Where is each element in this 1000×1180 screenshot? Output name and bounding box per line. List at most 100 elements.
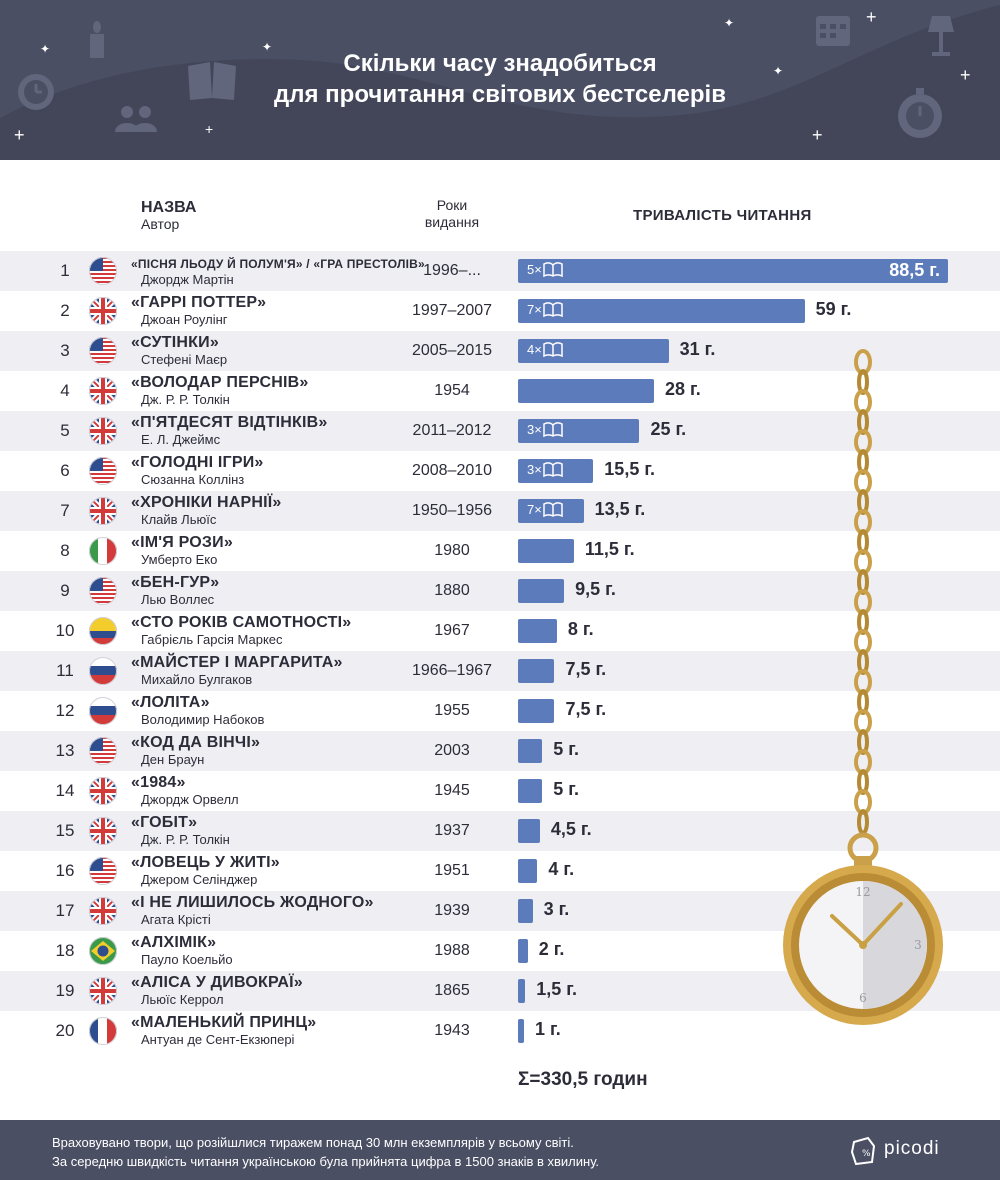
book-icon <box>542 422 563 437</box>
column-header-author: Автор <box>141 216 180 232</box>
duration-value: 2 г. <box>538 939 565 959</box>
rank-number: 5 <box>60 421 70 440</box>
book-title: «ВОЛОДАР ПЕРСНІВ» <box>131 374 309 391</box>
book-title: «1984» <box>131 774 186 791</box>
flag-uk-icon <box>89 417 117 445</box>
table-row: 9 «БЕН-ГУР» Лью Воллес 1880 9,5 г. <box>0 571 1000 611</box>
duration-bar <box>518 579 565 603</box>
watch-minute-hand <box>861 902 903 947</box>
publication-years: 1955 <box>434 702 470 719</box>
footer-note: Враховувано твори, що розійшлися тиражем… <box>52 1133 599 1171</box>
rank-number: 15 <box>55 821 75 840</box>
book-author: Джордж Мартін <box>141 272 234 287</box>
book-title: «СТО РОКІВ САМОТНОСТІ» <box>131 614 352 631</box>
title-line-1: Скільки часу знадобиться <box>343 50 657 77</box>
publication-years: 1943 <box>434 1022 470 1039</box>
duration-bar: 5× <box>518 259 948 283</box>
picodi-logo-text: picodi <box>884 1138 940 1159</box>
publication-years: 2003 <box>434 742 470 759</box>
duration-value: 8 г. <box>567 619 594 639</box>
rank-number: 19 <box>55 981 75 1000</box>
flag-us-icon <box>89 857 117 885</box>
duration-value: 1 г. <box>535 1019 561 1039</box>
book-author: Клайв Льюїс <box>141 512 217 527</box>
duration-bar <box>518 699 555 723</box>
sparkle-icon: + <box>205 121 214 137</box>
flag-uk-icon <box>89 817 117 845</box>
duration-value: 3 г. <box>543 899 570 919</box>
book-author: Михайло Булгаков <box>141 672 253 687</box>
book-author: Лью Воллес <box>141 592 215 607</box>
volume-count: 3× <box>527 422 563 437</box>
publication-years: 1880 <box>434 582 470 599</box>
duration-value: 31 г. <box>679 339 716 359</box>
rank-number: 7 <box>60 501 70 520</box>
picodi-logo-icon: % <box>850 1136 876 1166</box>
calendar-icon <box>816 16 850 46</box>
duration-bar <box>518 619 557 643</box>
volume-count: 7× <box>527 302 563 317</box>
publication-years: 1951 <box>434 862 470 879</box>
table-row: 3 «СУТІНКИ» Стефені Маєр 2005–2015 4× 31 г. <box>0 331 1000 371</box>
watch-numeral-6: 6 <box>859 991 867 1005</box>
rank-number: 13 <box>55 741 75 760</box>
rank-number: 18 <box>55 941 75 960</box>
rank-number: 16 <box>55 861 75 880</box>
book-title: «П'ЯТДЕСЯТ ВІДТІНКІВ» <box>131 414 328 431</box>
rank-number: 9 <box>60 581 70 600</box>
book-author: Джером Селінджер <box>141 872 258 887</box>
duration-bar: 3× <box>518 419 640 443</box>
book-author: Стефені Маєр <box>141 352 228 367</box>
duration-value: 13,5 г. <box>594 499 646 519</box>
sparkle-icon: + <box>14 125 25 145</box>
publication-years: 1996–... <box>423 262 481 279</box>
book-author: Умберто Еко <box>141 552 218 567</box>
volume-count-text: 5× <box>527 262 542 277</box>
sparkle-icon: ✦ <box>724 16 735 30</box>
duration-bar <box>518 739 543 763</box>
book-author: Володимир Набоков <box>141 712 265 727</box>
volume-count: 7× <box>527 502 563 517</box>
table-row: 2 «ГАРРІ ПОТТЕР» Джоан Роулінг 1997–2007 7× 5… <box>0 291 1000 331</box>
publication-years: 1997–2007 <box>411 302 493 319</box>
rank-number: 8 <box>60 541 70 560</box>
flag-uk-icon <box>89 897 117 925</box>
duration-bar <box>518 859 538 883</box>
rank-number: 1 <box>60 261 70 280</box>
book-title: «ІМ'Я РОЗИ» <box>131 534 233 551</box>
book-icon <box>542 302 563 317</box>
volume-count: 4× <box>527 342 563 357</box>
book-title: «АЛХІМІК» <box>131 934 217 951</box>
book-icon <box>542 262 563 277</box>
book-author: Е. Л. Джеймс <box>141 432 221 447</box>
book-title: «АЛІСА У ДИВОКРАЇ» <box>131 974 303 991</box>
duration-bar: 7× <box>518 299 805 323</box>
candle-icon <box>90 21 104 58</box>
book-author: Сюзанна Коллінз <box>141 472 245 487</box>
book-author: Агата Крісті <box>141 912 211 927</box>
column-header-duration: ТРИВАЛІСТЬ ЧИТАННЯ <box>633 207 812 224</box>
flag-us-icon <box>89 577 117 605</box>
footer-note-line-1: Враховувано твори, що розійшлися тиражем… <box>52 1135 574 1150</box>
watch-hour-hand <box>830 914 865 947</box>
rank-number: 11 <box>56 661 74 680</box>
table-row: 8 «ІМ'Я РОЗИ» Умберто Еко 1980 11,5 г. <box>0 531 1000 571</box>
book-title: «ГОЛОДНІ ІГРИ» <box>131 454 264 471</box>
volume-count-text: 7× <box>527 302 542 317</box>
publication-years: 1865 <box>434 982 470 999</box>
publication-years: 2011–2012 <box>412 422 492 439</box>
flag-uk-icon <box>89 297 117 325</box>
lamp-icon <box>928 16 954 56</box>
rank-number: 20 <box>55 1021 75 1040</box>
volume-count-text: 3× <box>527 422 542 437</box>
footer-note-line-2: За середню швидкість читання українською… <box>52 1154 600 1169</box>
flag-co-icon <box>89 617 117 645</box>
rank-number: 4 <box>60 381 70 400</box>
column-header-years: Роки видання <box>412 197 492 231</box>
table-row: 6 «ГОЛОДНІ ІГРИ» Сюзанна Коллінз 2008–2010 3… <box>0 451 1000 491</box>
picodi-logo[interactable]: % picodi <box>848 1132 940 1166</box>
table-row: 1 «ПІСНЯ ЛЬОДУ Й ПОЛУМ'Я» / «ГРА ПРЕСТОЛІ… <box>0 251 1000 291</box>
table-row: 13 «КОД ДА ВІНЧІ» Ден Браун 2003 5 г. <box>0 731 1000 771</box>
footer: Враховувано твори, що розійшлися тиражем… <box>0 1120 1000 1180</box>
publication-years: 1988 <box>434 942 470 959</box>
